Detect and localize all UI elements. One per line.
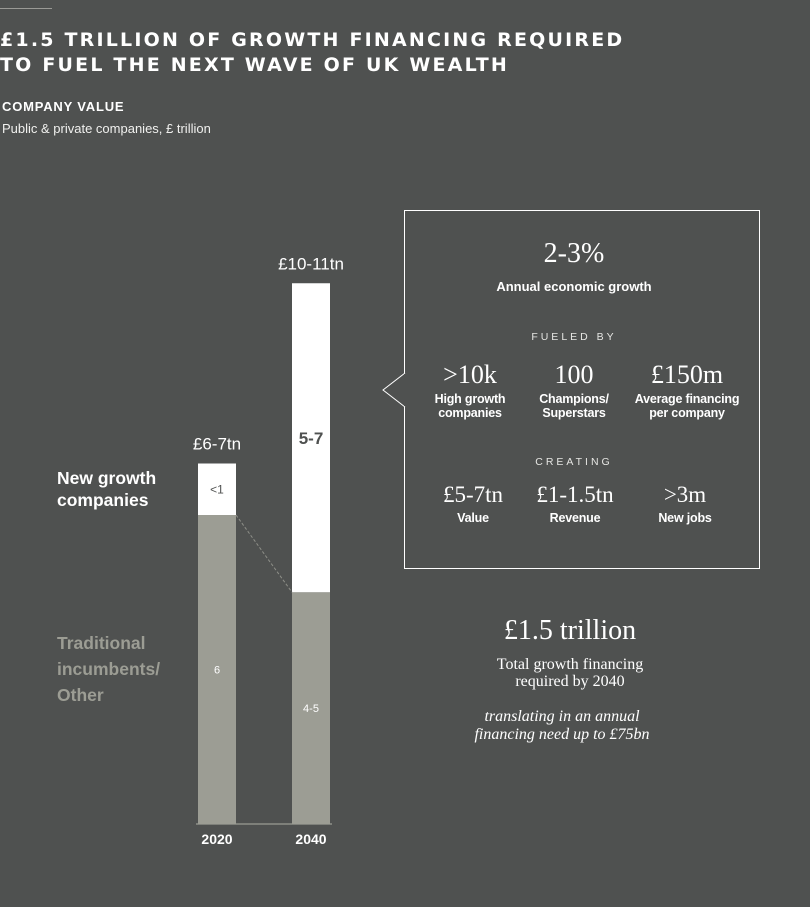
fueled-item: 100 Champions/ Superstars	[526, 360, 622, 420]
legend-new-growth-line2: companies	[57, 490, 149, 510]
fueled-value: >10k	[443, 360, 497, 389]
creating-label: CREATING	[535, 456, 613, 468]
total-note: translating in an annual financing need …	[412, 708, 712, 744]
title-line-2: TO FUEL THE NEXT WAVE OF UK WEALTH	[0, 54, 509, 76]
fueled-label-1: Average financing	[634, 392, 740, 406]
legend-new-growth: New growth companies	[57, 467, 217, 511]
creating-value: >3m	[663, 482, 707, 507]
bar-label-traditional: 4-5	[303, 703, 319, 715]
total-desc-line2: required by 2040	[515, 673, 625, 690]
total-note-line2: financing need up to £75bn	[474, 726, 650, 743]
bar-segment-traditional	[198, 515, 236, 824]
callout-pointer	[382, 372, 408, 408]
legend-traditional: Traditional incumbents/ Other	[57, 630, 217, 708]
bar-total-label: £10-11tn	[278, 254, 344, 273]
fueled-label-1: Champions/	[539, 392, 609, 406]
creating-item: £1-1.5tn Revenue	[524, 482, 626, 525]
bar-label-traditional: 6	[214, 665, 220, 677]
x-tick-label: 2020	[201, 831, 232, 847]
bar-total-label: £6-7tn	[193, 435, 241, 454]
bar-segment-traditional	[292, 592, 330, 824]
creating-item: >3m New jobs	[634, 482, 736, 525]
growth-value: 2-3%	[543, 238, 605, 269]
fueled-value: £150m	[650, 360, 724, 389]
creating-label-text: Revenue	[549, 511, 601, 525]
top-rule	[0, 8, 52, 9]
legend-traditional-line2: incumbents/	[57, 659, 161, 679]
chart-title: COMPANY VALUE	[2, 99, 125, 114]
connector-line	[235, 514, 293, 593]
fueled-value: 100	[554, 360, 594, 389]
fueled-label-1: High growth	[434, 392, 506, 406]
fueled-by-label: FUELED BY	[531, 331, 617, 343]
total-description: Total growth financing required by 2040	[420, 656, 720, 690]
bar-label-new-growth: 5-7	[299, 429, 324, 448]
creating-value: £1-1.5tn	[536, 482, 614, 507]
fueled-label-2: per company	[649, 406, 725, 420]
fueled-item: >10k High growth companies	[422, 360, 518, 420]
creating-item: £5-7tn Value	[422, 482, 524, 525]
x-tick-label: 2040	[295, 831, 326, 847]
legend-new-growth-line1: New growth	[57, 468, 157, 488]
chart-subtitle: Public & private companies, £ trillion	[2, 121, 211, 136]
legend-traditional-line3: Other	[57, 685, 104, 705]
bar-segment-new-growth	[198, 463, 236, 515]
creating-label-text: Value	[457, 511, 489, 525]
total-note-line1: translating in an annual	[484, 708, 640, 725]
creating-label-text: New jobs	[658, 511, 712, 525]
growth-label: Annual economic growth	[496, 279, 652, 294]
page-title: £1.5 TRILLION OF GROWTH FINANCING REQUIR…	[0, 28, 640, 78]
fueled-item: £150m Average financing per company	[628, 360, 746, 420]
fueled-label-2: Superstars	[542, 406, 606, 420]
title-line-1: £1.5 TRILLION OF GROWTH FINANCING REQUIR…	[0, 29, 625, 51]
total-value: £1.5 trillion	[503, 615, 637, 646]
bar-segment-new-growth	[292, 283, 330, 593]
total-desc-line1: Total growth financing	[496, 656, 644, 673]
bar-label-new-growth: <1	[210, 482, 224, 496]
creating-value: £5-7tn	[442, 482, 504, 507]
legend-traditional-line1: Traditional	[57, 633, 146, 653]
fueled-label-2: companies	[438, 406, 502, 420]
